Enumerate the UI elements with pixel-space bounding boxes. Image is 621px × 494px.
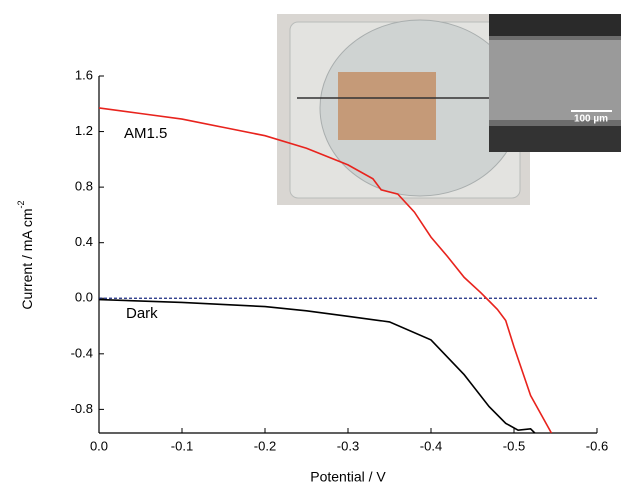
x-tick-label: -0.2	[254, 438, 276, 453]
y-tick-label: 1.2	[75, 123, 93, 138]
y-tick-label: -0.8	[71, 401, 93, 416]
inset-sem	[489, 14, 621, 152]
x-tick-label: 0.0	[90, 438, 108, 453]
x-tick-label: -0.6	[586, 438, 608, 453]
series-label: AM1.5	[124, 125, 167, 142]
y-tick-label: -0.4	[71, 345, 93, 360]
y-axis-title: Current / mA cm-2	[16, 200, 34, 309]
data-line	[98, 107, 553, 434]
y-tick-label: 0.4	[75, 234, 93, 249]
x-tick-label: -0.5	[503, 438, 525, 453]
series-label: Dark	[126, 305, 158, 322]
scale-label: 100 µm	[574, 114, 608, 125]
x-tick-label: -0.4	[420, 438, 442, 453]
y-axis-title-main: Current / mA cm	[19, 208, 35, 309]
x-axis-title: Potential / V	[310, 469, 386, 485]
data-line	[98, 298, 536, 434]
y-tick-label: 0.0	[75, 290, 93, 305]
inset-photo	[277, 14, 530, 205]
y-tick-label: 0.8	[75, 179, 93, 194]
x-tick-label: -0.1	[171, 438, 193, 453]
y-axis-title-sup: -2	[16, 200, 26, 208]
y-tick-label: 1.6	[75, 67, 93, 82]
x-tick-label: -0.3	[337, 438, 359, 453]
